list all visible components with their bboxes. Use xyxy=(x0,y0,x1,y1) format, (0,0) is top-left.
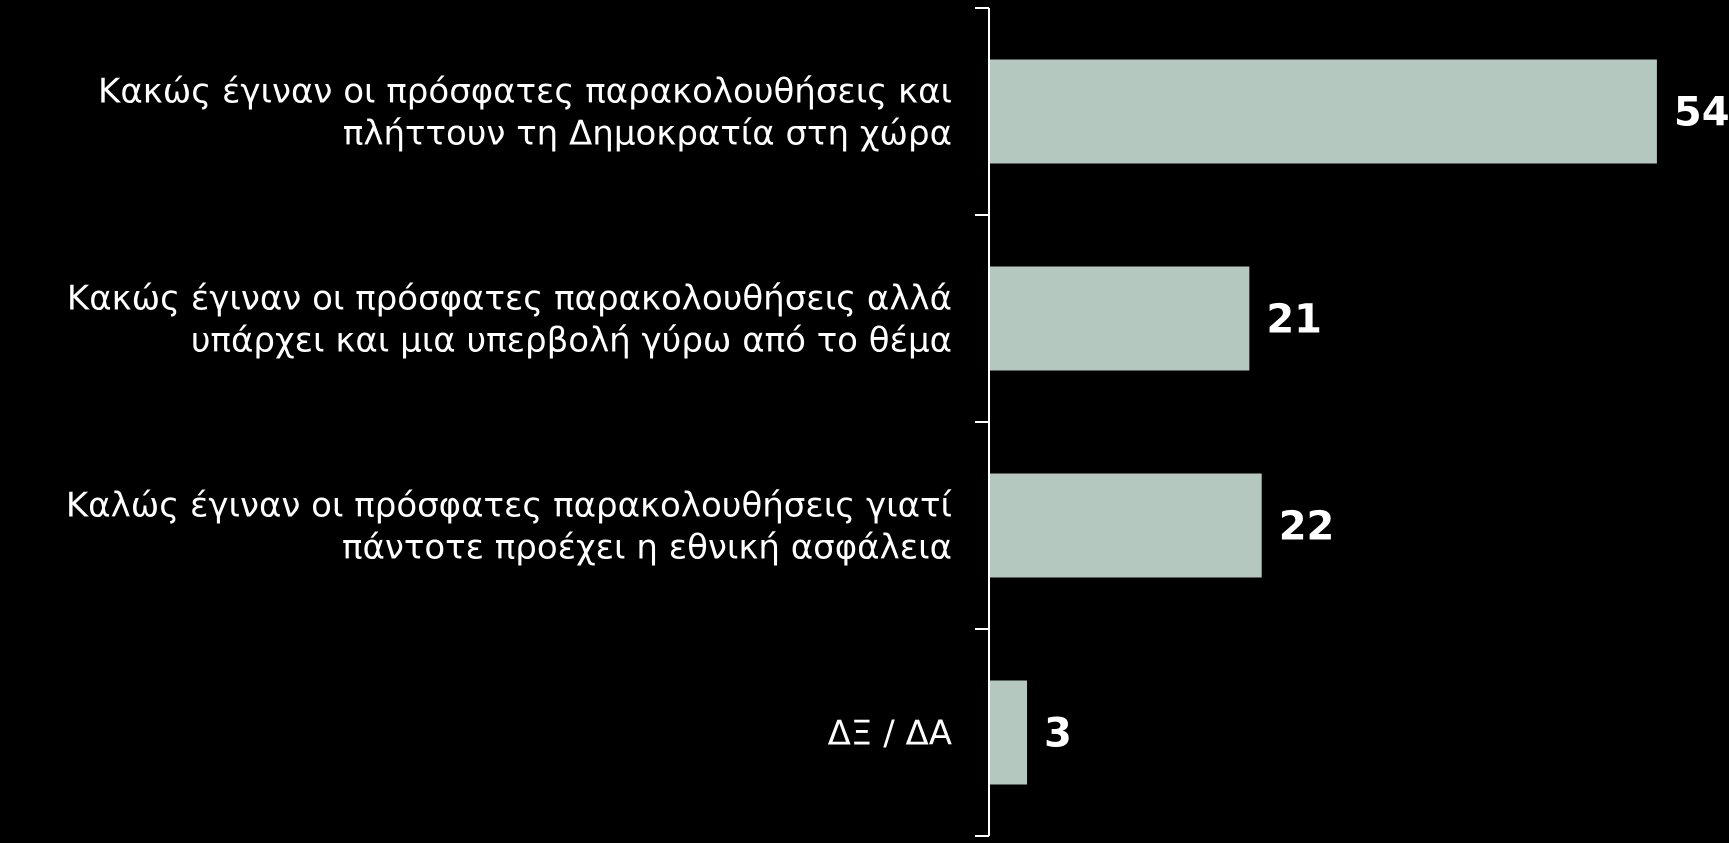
category-label: Καλώς έγιναν οι πρόσφατες παρακολουθήσει… xyxy=(66,486,953,568)
bar xyxy=(990,473,1262,578)
data-label: 22 xyxy=(1279,504,1335,550)
bar xyxy=(990,680,1028,785)
category-labels: Κακώς έγιναν οι πρόσφατες παρακολουθήσει… xyxy=(66,72,953,754)
bar xyxy=(990,266,1250,371)
value-labels: 54 21 22 3 xyxy=(1044,90,1729,757)
data-label: 3 xyxy=(1044,711,1072,757)
bars xyxy=(990,59,1657,785)
category-label: Κακώς έγιναν οι πρόσφατες παρακολουθήσει… xyxy=(98,72,952,154)
category-label: ΔΞ / ΔΑ xyxy=(828,714,952,754)
category-axis xyxy=(975,7,990,837)
category-label: Κακώς έγιναν οι πρόσφατες παρακολουθήσει… xyxy=(67,279,952,361)
data-label: 54 xyxy=(1674,90,1729,136)
data-label: 21 xyxy=(1266,297,1322,343)
bar xyxy=(990,59,1657,164)
